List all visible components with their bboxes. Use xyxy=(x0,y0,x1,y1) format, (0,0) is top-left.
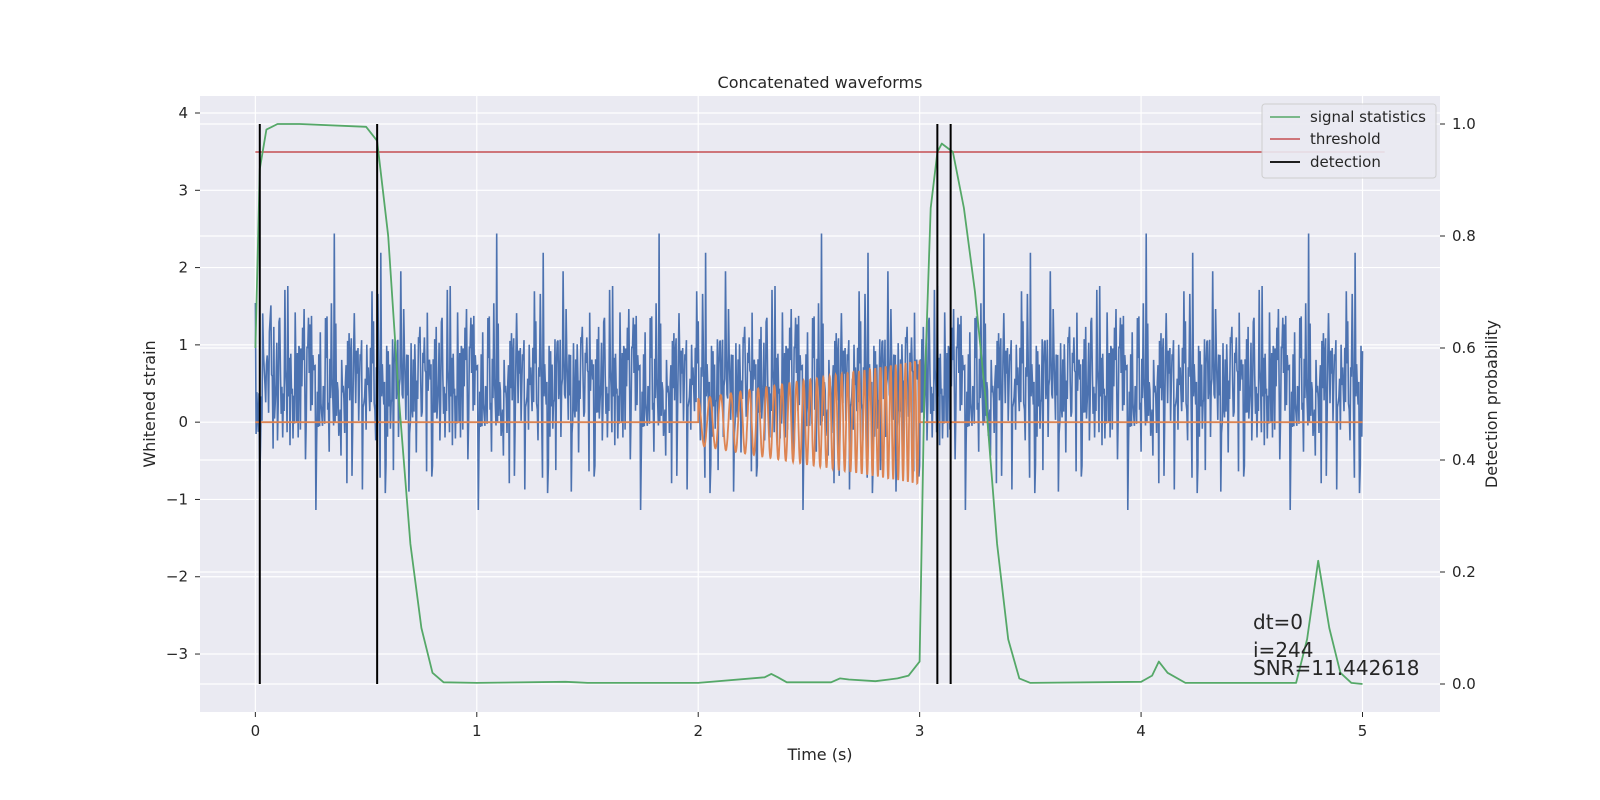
x-tick-label: 4 xyxy=(1136,722,1146,740)
y-tick-label: 1 xyxy=(178,336,188,354)
y-tick-label: 0 xyxy=(178,413,188,431)
legend: signal statistics threshold detection xyxy=(1261,103,1437,179)
axes-ticks: 0 1 2 3 4 5 −3 −2 −1 0 1 2 3 4 0.0 0.2 0.4 0.6 0.8 1.0 xyxy=(166,104,1476,740)
injected-waveform-line xyxy=(255,360,1363,486)
y-tick-label: −2 xyxy=(166,568,188,586)
legend-label-threshold: threshold xyxy=(1310,130,1381,148)
annotation-snr: SNR=11.442618 xyxy=(1253,656,1419,680)
annotation-dt: dt=0 xyxy=(1253,610,1303,634)
y-axis-label: Whitened strain xyxy=(140,340,159,467)
x-tick-label: 0 xyxy=(251,722,261,740)
y-tick-label: 3 xyxy=(178,181,188,199)
chart-title: Concatenated waveforms xyxy=(718,73,923,92)
y2-tick-label: 0.6 xyxy=(1452,339,1476,357)
plot-lines xyxy=(254,123,1385,685)
legend-box xyxy=(1261,103,1437,179)
legend-label-detection: detection xyxy=(1310,153,1381,171)
x-axis-label: Time (s) xyxy=(786,745,852,764)
y2-tick-label: 0.0 xyxy=(1452,675,1476,693)
x-tick-label: 3 xyxy=(915,722,925,740)
x-tick-label: 2 xyxy=(693,722,703,740)
legend-label-signal-statistics: signal statistics xyxy=(1310,108,1426,126)
y2-tick-label: 0.2 xyxy=(1452,563,1476,581)
y2-tick-label: 0.8 xyxy=(1452,227,1476,245)
x-tick-label: 1 xyxy=(472,722,482,740)
y2-axis-label: Detection probability xyxy=(1482,320,1501,488)
y2-tick-label: 0.4 xyxy=(1452,451,1476,469)
x-tick-label: 5 xyxy=(1358,722,1368,740)
y2-tick-label: 1.0 xyxy=(1452,115,1476,133)
y-tick-label: 2 xyxy=(178,259,188,277)
y-tick-label: −3 xyxy=(166,645,188,663)
annotation-i: i=244 xyxy=(1253,638,1314,662)
y-tick-label: 4 xyxy=(178,104,188,122)
signal-statistics-line xyxy=(254,123,1363,685)
y-tick-label: −1 xyxy=(166,490,188,508)
